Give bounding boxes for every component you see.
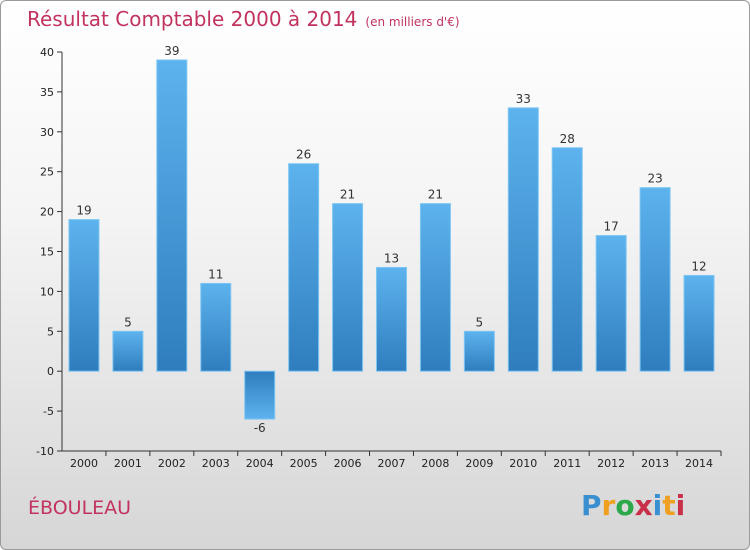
chart-title: Résultat Comptable 2000 à 2014 (en millie… bbox=[27, 7, 460, 31]
bar-2005 bbox=[288, 163, 320, 372]
y-tick-label: 10 bbox=[40, 285, 54, 298]
data-label-2014: 12 bbox=[691, 259, 706, 273]
data-label-2006: 21 bbox=[340, 188, 355, 202]
data-label-2013: 23 bbox=[647, 172, 662, 186]
bar-2006 bbox=[332, 203, 364, 372]
x-tick-label: 2002 bbox=[158, 457, 186, 470]
bar-2001 bbox=[112, 330, 144, 372]
x-tick-label: 2012 bbox=[597, 457, 625, 470]
commune-name: ÉBOULEAU bbox=[28, 497, 132, 519]
data-label-2003: 11 bbox=[208, 267, 223, 281]
x-tick-label: 2011 bbox=[553, 457, 581, 470]
logo-letter: i bbox=[675, 489, 686, 522]
data-label-2007: 13 bbox=[384, 251, 399, 265]
bar-2010 bbox=[507, 107, 539, 372]
y-tick-label: -5 bbox=[43, 405, 54, 418]
y-tick-label: 5 bbox=[47, 325, 54, 338]
y-tick-label: 40 bbox=[40, 46, 54, 59]
logo-letter: t bbox=[662, 489, 676, 522]
y-tick-label: 0 bbox=[47, 365, 54, 378]
data-label-2005: 26 bbox=[296, 148, 311, 162]
data-label-2009: 5 bbox=[476, 315, 484, 329]
bar-2004 bbox=[244, 370, 276, 420]
x-tick-label: 2006 bbox=[334, 457, 362, 470]
bar-2014 bbox=[683, 274, 715, 372]
x-tick-label: 2004 bbox=[246, 457, 274, 470]
data-label-2004: -6 bbox=[254, 421, 266, 435]
logo-letter: o bbox=[615, 489, 635, 522]
y-tick-label: 25 bbox=[40, 166, 54, 179]
bar-2002 bbox=[156, 59, 188, 372]
x-tick-label: 2003 bbox=[202, 457, 230, 470]
logo-letter: r bbox=[601, 489, 616, 522]
bar-2008 bbox=[419, 203, 451, 372]
x-tick-label: 2007 bbox=[378, 457, 406, 470]
x-tick-label: 2014 bbox=[685, 457, 713, 470]
y-tick-label: 15 bbox=[40, 246, 54, 259]
bar-2011 bbox=[551, 147, 583, 372]
x-tick-label: 2010 bbox=[509, 457, 537, 470]
data-label-2000: 19 bbox=[76, 204, 91, 218]
bar-2003 bbox=[200, 282, 232, 372]
y-tick-label: 35 bbox=[40, 86, 54, 99]
logo-letter: i bbox=[652, 489, 663, 522]
data-label-2002: 39 bbox=[164, 44, 179, 58]
bar-2000 bbox=[68, 219, 100, 372]
logo-letter: P bbox=[581, 489, 602, 522]
x-tick-label: 2000 bbox=[70, 457, 98, 470]
y-tick-label: -10 bbox=[36, 445, 54, 458]
logo-letter: x bbox=[634, 489, 653, 522]
data-label-2001: 5 bbox=[124, 315, 132, 329]
bar-2009 bbox=[463, 330, 495, 372]
data-label-2011: 28 bbox=[560, 132, 575, 146]
x-tick-label: 2008 bbox=[421, 457, 449, 470]
x-tick-label: 2001 bbox=[114, 457, 142, 470]
bar-2007 bbox=[376, 266, 407, 372]
x-tick-label: 2005 bbox=[290, 457, 318, 470]
bar-2012 bbox=[595, 235, 627, 372]
data-label-2008: 21 bbox=[428, 188, 443, 202]
x-tick-label: 2009 bbox=[465, 457, 493, 470]
bar-2013 bbox=[639, 187, 671, 372]
x-tick-label: 2013 bbox=[641, 457, 669, 470]
y-tick-label: 30 bbox=[40, 126, 54, 139]
chart-subtitle: (en milliers d'€) bbox=[365, 15, 460, 29]
data-label-2010: 33 bbox=[516, 92, 531, 106]
chart-title-text: Résultat Comptable 2000 à 2014 bbox=[27, 7, 358, 31]
proxiti-logo[interactable]: Proxiti bbox=[581, 489, 685, 522]
y-tick-label: 20 bbox=[40, 206, 54, 219]
data-label-2012: 17 bbox=[604, 220, 619, 234]
